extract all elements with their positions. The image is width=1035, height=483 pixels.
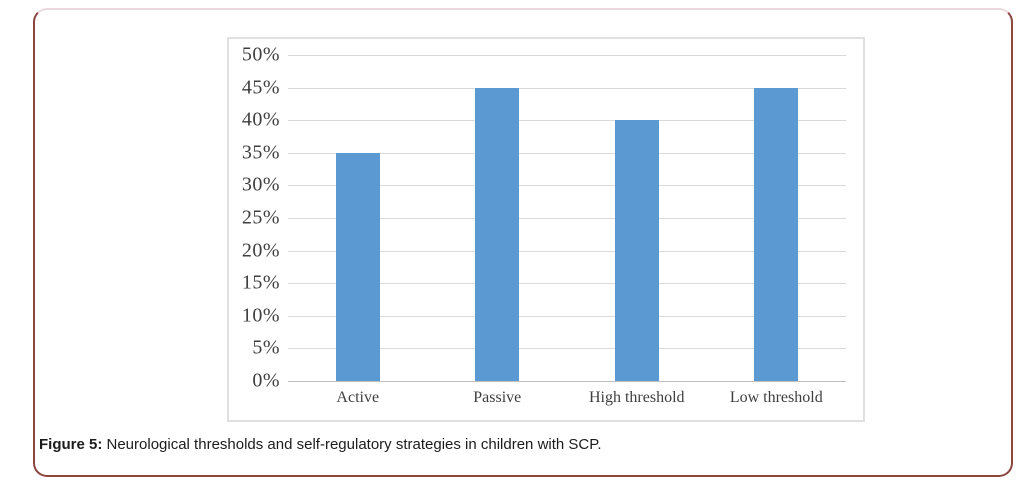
figure-caption: Figure 5: Neurological thresholds and se… (39, 436, 602, 453)
x-axis-labels: Active Passive High threshold Low threshold (288, 389, 846, 407)
bar-slot-low-threshold (707, 55, 847, 381)
y-tick-label: 5% (252, 336, 280, 359)
bar-passive (475, 87, 520, 381)
y-axis-labels: 0% 5% 10% 15% 20% 25% 30% 35% 40% 45% 50% (229, 44, 280, 392)
gridline (288, 250, 846, 252)
gridline (288, 348, 846, 350)
y-tick-label: 50% (241, 43, 280, 66)
bar-active (335, 152, 380, 381)
y-tick-label: 30% (241, 173, 280, 196)
y-tick-label: 15% (241, 271, 280, 294)
bar-slot-high-threshold (567, 55, 707, 381)
gridline (288, 55, 846, 56)
bar-high-threshold (614, 120, 659, 381)
gridline (288, 315, 846, 317)
x-tick-label-active: Active (336, 389, 380, 406)
gridline (288, 218, 846, 219)
x-axis-line (288, 381, 846, 382)
y-tick-label: 40% (241, 108, 280, 131)
figure-frame: 0% 5% 10% 15% 20% 25% 30% 35% 40% 45% 50% Active Pa… (33, 8, 1013, 477)
figure-caption-label: Figure 5: (39, 436, 103, 453)
gridline (288, 283, 846, 285)
y-tick-label: 45% (241, 76, 280, 99)
gridline (288, 185, 846, 187)
y-tick-label: 25% (241, 206, 280, 229)
bar-low-threshold (754, 87, 799, 381)
y-tick-label: 10% (241, 304, 280, 327)
y-tick-label: 35% (241, 141, 280, 164)
bar-slot-active (288, 55, 428, 381)
bar-slot-passive (428, 55, 568, 381)
x-tick-label-low-threshold: Low threshold (729, 389, 823, 406)
y-tick-label: 0% (252, 369, 280, 392)
figure-caption-text: Neurological thresholds and self-regulat… (102, 436, 602, 453)
x-tick-label-passive: Passive (473, 389, 522, 406)
plot-area (288, 55, 846, 382)
x-tick-label-high-threshold: High threshold (588, 389, 685, 406)
bars-row (288, 55, 846, 381)
gridline (288, 87, 846, 89)
gridline (288, 120, 846, 122)
bar-chart: 0% 5% 10% 15% 20% 25% 30% 35% 40% 45% 50% Active Pa… (227, 37, 865, 422)
gridline (288, 152, 846, 154)
y-tick-label: 20% (241, 239, 280, 262)
